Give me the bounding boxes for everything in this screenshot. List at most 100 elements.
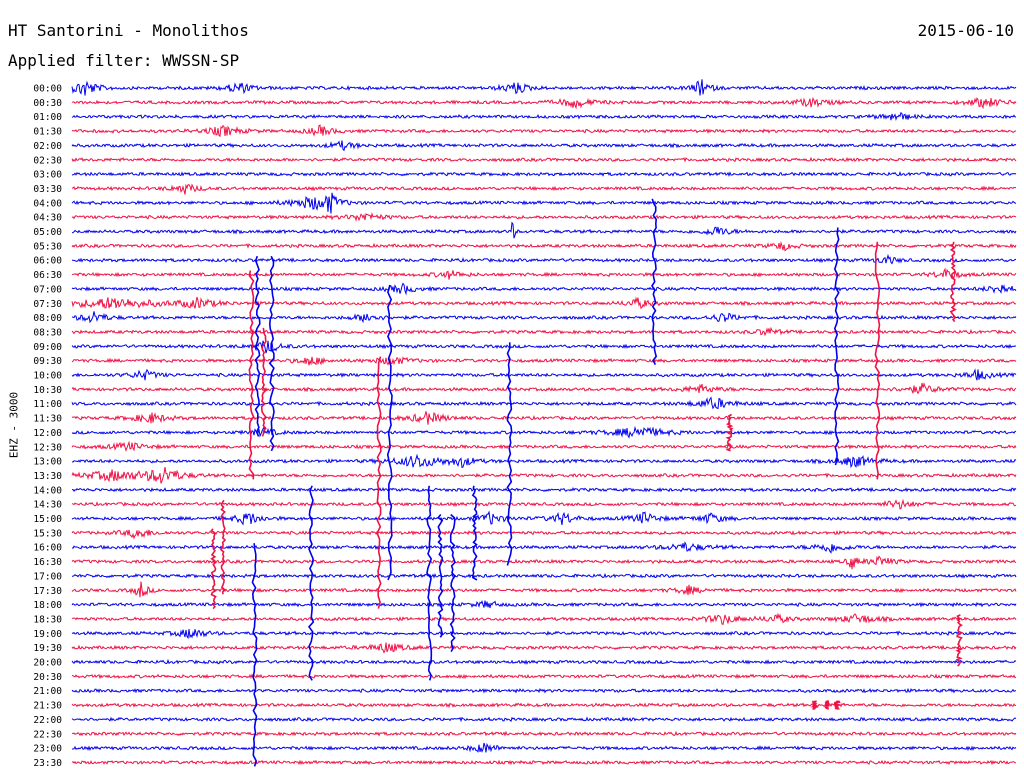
seismic-spike — [386, 284, 393, 581]
time-tick-label: 19:00 — [33, 629, 62, 640]
trace-line — [71, 340, 1017, 354]
seismic-spike — [651, 198, 658, 365]
time-tick-label: 13:30 — [33, 471, 62, 482]
trace-line — [71, 498, 1017, 510]
time-tick-label: 00:30 — [33, 98, 62, 109]
time-tick-label: 15:00 — [33, 514, 62, 525]
trace-line — [71, 555, 1017, 570]
time-tick-label: 22:00 — [33, 715, 62, 726]
trace-line — [71, 396, 1017, 410]
time-tick-label: 18:00 — [33, 600, 62, 611]
trace-line — [72, 612, 1017, 626]
time-tick-label: 01:00 — [33, 112, 62, 123]
time-tick-label: 06:00 — [33, 256, 62, 267]
time-tick-label: 10:00 — [33, 371, 62, 382]
trace-line — [71, 221, 1017, 239]
time-tick-label: 02:30 — [33, 155, 62, 166]
time-tick-label: 15:30 — [33, 528, 62, 539]
seismic-spike — [833, 227, 840, 466]
time-tick-label: 20:30 — [33, 672, 62, 683]
time-tick-label: 11:00 — [33, 399, 62, 410]
trace-line — [71, 716, 1017, 723]
time-tick-label: 11:30 — [33, 414, 62, 425]
time-tick-label: 03:30 — [33, 184, 62, 195]
time-tick-label: 00:00 — [33, 84, 62, 95]
time-tick-label: 12:30 — [33, 442, 62, 453]
time-tick-label: 14:30 — [33, 500, 62, 511]
seismic-spike — [810, 700, 819, 710]
seismic-spike — [248, 270, 255, 480]
seismic-spike — [725, 414, 734, 452]
trace-line — [71, 79, 1017, 96]
trace-line — [71, 529, 1017, 540]
trace-line — [71, 486, 1017, 493]
trace-line — [71, 541, 1017, 554]
trace-line — [71, 140, 1017, 152]
trace-group — [71, 79, 1017, 767]
time-tick-label: 07:30 — [33, 299, 62, 310]
trace-line — [71, 702, 1017, 709]
time-tick-label: 21:00 — [33, 686, 62, 697]
trace-line — [72, 572, 1017, 579]
seismic-spike — [254, 255, 261, 437]
trace-line — [71, 600, 1017, 609]
seismic-spike — [449, 513, 456, 653]
trace-line — [71, 356, 1017, 366]
trace-line — [71, 730, 1017, 737]
seismic-spike — [251, 543, 258, 767]
seismic-spike — [219, 499, 227, 595]
trace-line — [71, 171, 1017, 177]
seismic-spike — [260, 327, 268, 437]
time-tick-label: 21:30 — [33, 701, 62, 712]
time-tick-label: 05:00 — [33, 227, 62, 238]
trace-line — [72, 742, 1017, 753]
trace-line — [71, 687, 1017, 694]
seismic-spike — [824, 700, 831, 710]
time-tick-label: 02:00 — [33, 141, 62, 152]
trace-line — [71, 97, 1017, 110]
trace-line — [71, 629, 1017, 640]
trace-line — [71, 267, 1017, 280]
seismic-spike — [471, 485, 478, 581]
trace-line — [71, 311, 1017, 324]
time-tick-label: 04:00 — [33, 198, 62, 209]
time-tick-label: 16:00 — [33, 543, 62, 554]
station-title: HT Santorini - Monolithos — [8, 21, 249, 40]
trace-line — [71, 282, 1017, 296]
time-tick-label: 12:00 — [33, 428, 62, 439]
trace-line — [71, 425, 1017, 439]
time-tick-label: 08:30 — [33, 327, 62, 338]
trace-line — [71, 156, 1017, 163]
trace-line — [71, 581, 1017, 598]
seismic-spike — [949, 241, 957, 323]
time-tick-label: 05:30 — [33, 241, 62, 252]
tick-label-group: 00:00 00:30 01:00 01:30 02:00 02:30 03:00 03:30… — [33, 84, 62, 769]
time-tick-label: 23:00 — [33, 744, 62, 755]
time-tick-label: 17:00 — [33, 571, 62, 582]
time-tick-label: 14:00 — [33, 485, 62, 496]
trace-line — [71, 183, 1017, 195]
seismic-spike — [437, 513, 444, 638]
trace-line — [71, 510, 1017, 526]
time-tick-label: 18:30 — [33, 614, 62, 625]
date-label: 2015-06-10 — [917, 21, 1014, 40]
seismic-spike — [832, 700, 842, 710]
trace-line — [71, 381, 1017, 395]
time-tick-label: 16:30 — [33, 557, 62, 568]
time-tick-label: 03:00 — [33, 170, 62, 181]
time-tick-label: 08:00 — [33, 313, 62, 324]
trace-line — [71, 673, 1017, 680]
trace-line — [71, 192, 1017, 214]
trace-line — [71, 658, 1017, 665]
trace-line — [71, 368, 1017, 381]
filter-label: Applied filter: WWSSN-SP — [8, 51, 240, 70]
time-tick-label: 13:00 — [33, 457, 62, 468]
trace-line — [71, 642, 1017, 654]
time-tick-label: 09:30 — [33, 356, 62, 367]
trace-line — [71, 467, 1017, 484]
seismic-spike — [210, 528, 218, 610]
time-tick-label: 07:00 — [33, 284, 62, 295]
time-tick-label: 22:30 — [33, 729, 62, 740]
seismic-spike — [376, 356, 382, 609]
